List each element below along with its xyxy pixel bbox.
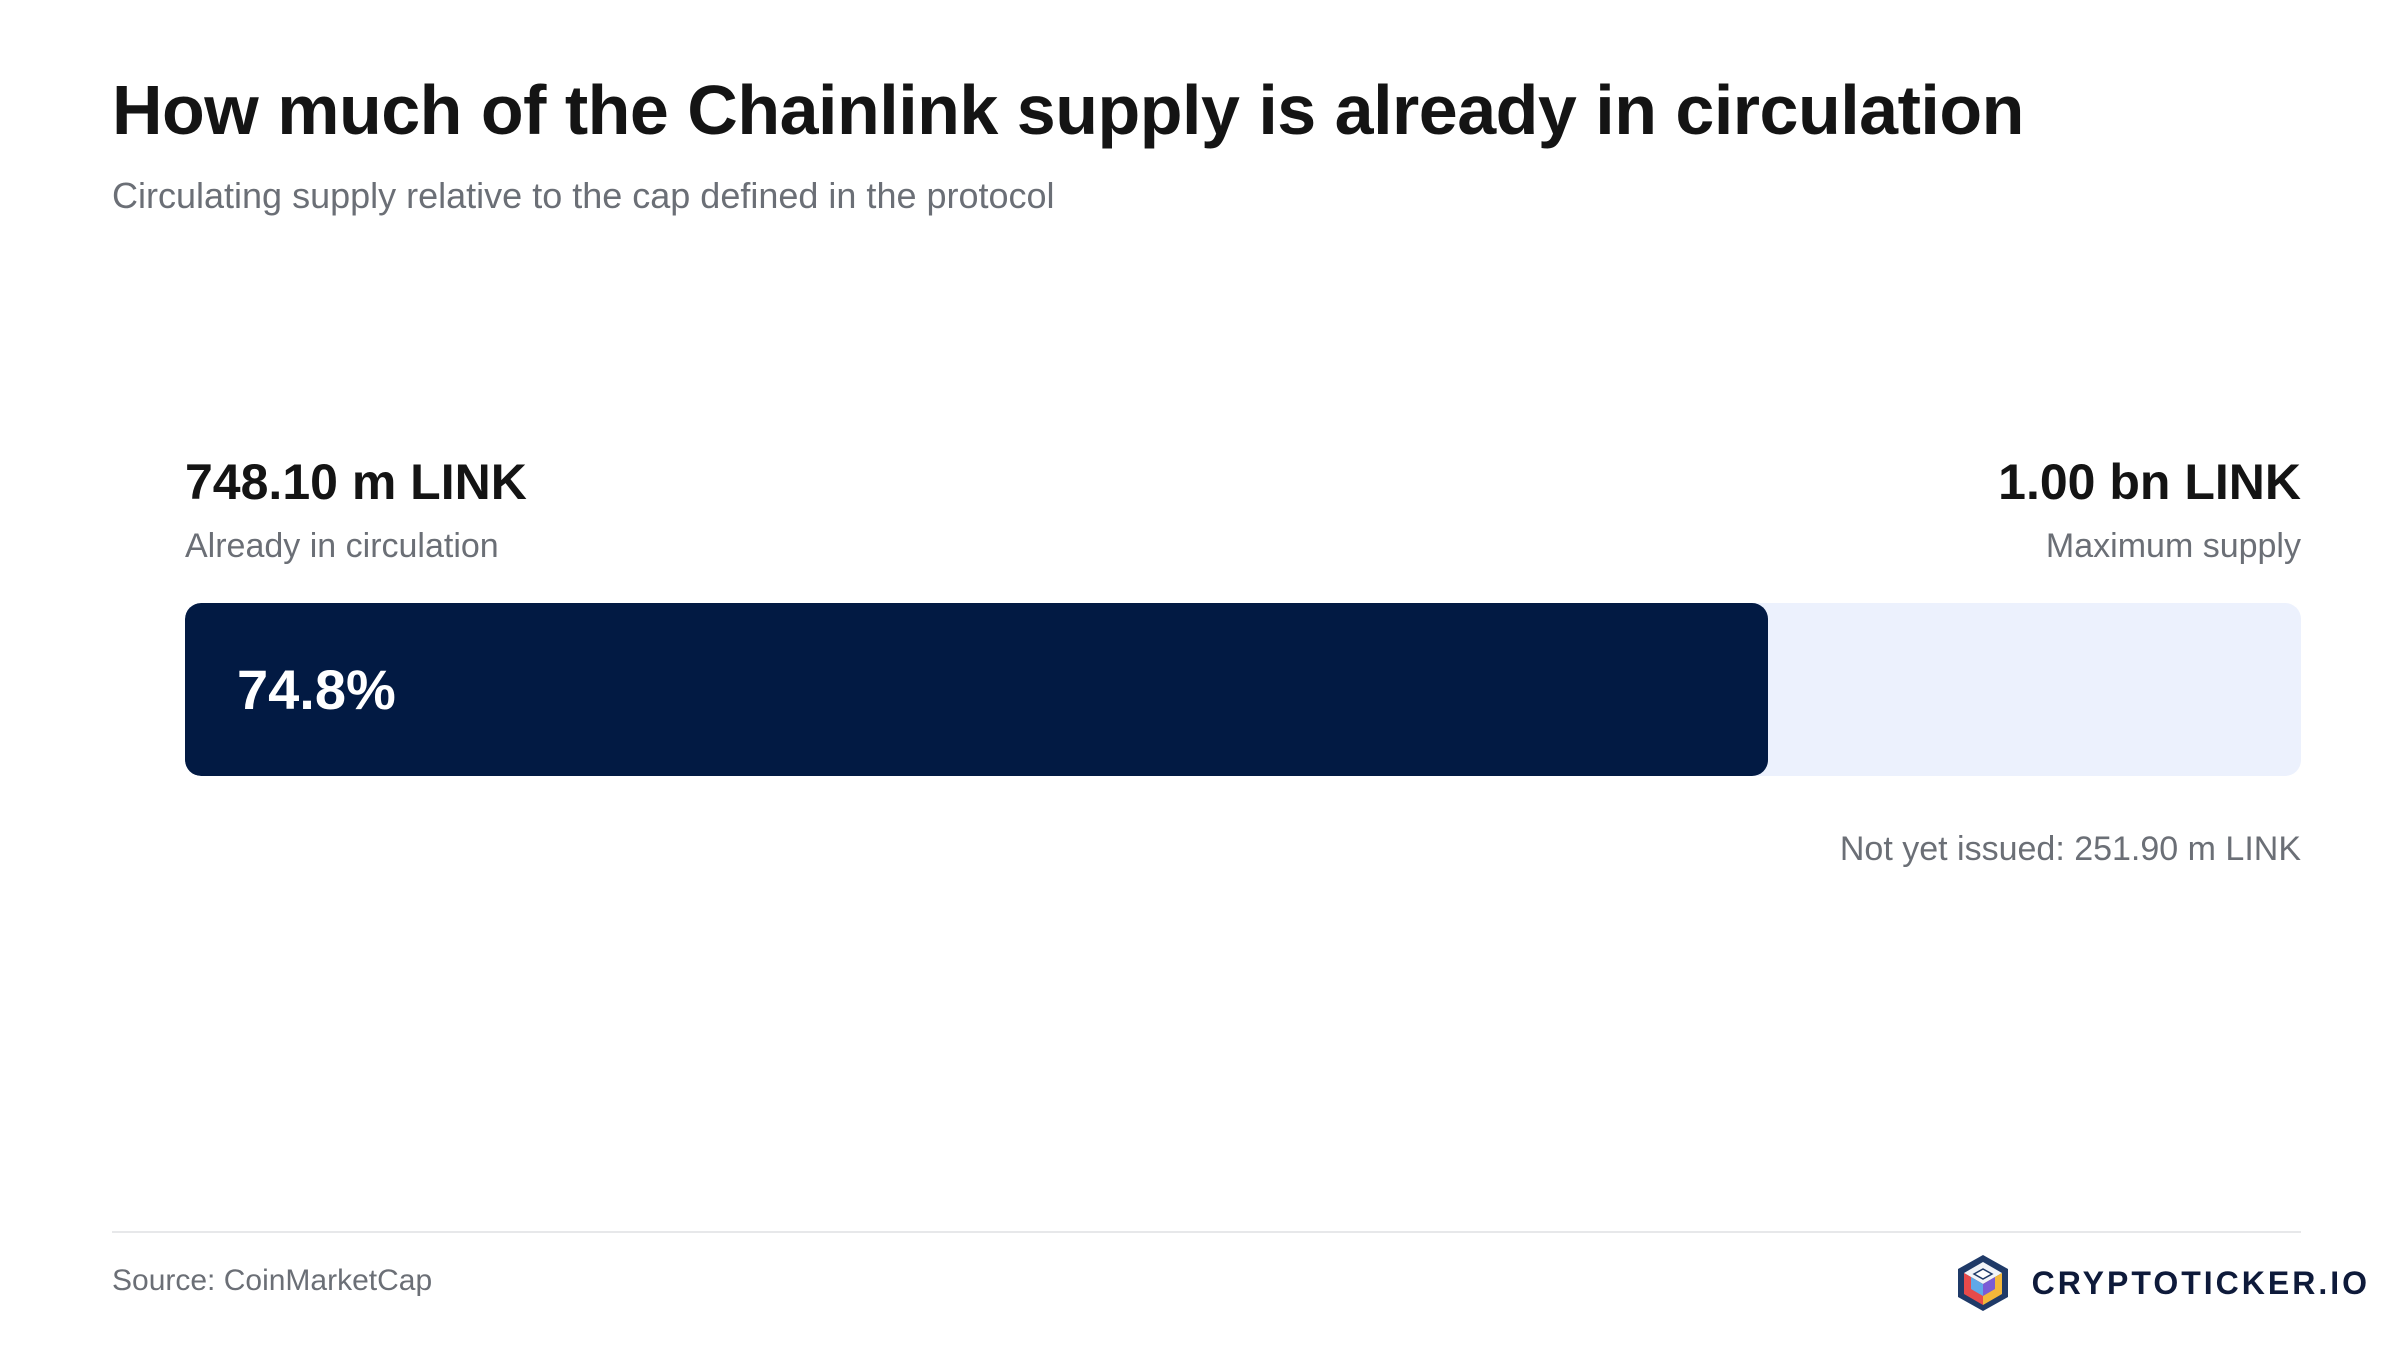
max-supply-label: Maximum supply [2045, 527, 2301, 565]
not-yet-issued-label: Not yet issued: 251.90 m LINK [1839, 830, 2301, 868]
circulating-value: 748.10 m LINK [185, 454, 527, 510]
supply-bar-track: 74.8% [185, 603, 2301, 776]
chart-title: How much of the Chainlink supply is alre… [112, 71, 2024, 149]
max-supply-stat: 1.00 bn LINK Maximum supply [1998, 452, 2301, 568]
circulating-bar-fill [185, 603, 1768, 776]
circulating-label: Already in circulation [185, 527, 499, 565]
percent-label: 74.8% [237, 658, 396, 721]
cube-logo-icon [1957, 1255, 2008, 1311]
brand: CRYPTOTICKER.IO [1952, 1251, 2370, 1315]
circulating-stat: 748.10 m LINK Already in circulation [185, 452, 527, 568]
source-note: Source: CoinMarketCap [112, 1264, 433, 1297]
brand-name: CRYPTOTICKER.IO [2031, 1264, 2370, 1301]
chart-subtitle: Circulating supply relative to the cap d… [112, 175, 1055, 216]
max-supply-value: 1.00 bn LINK [1998, 454, 2301, 510]
footer-divider [112, 1231, 2301, 1233]
